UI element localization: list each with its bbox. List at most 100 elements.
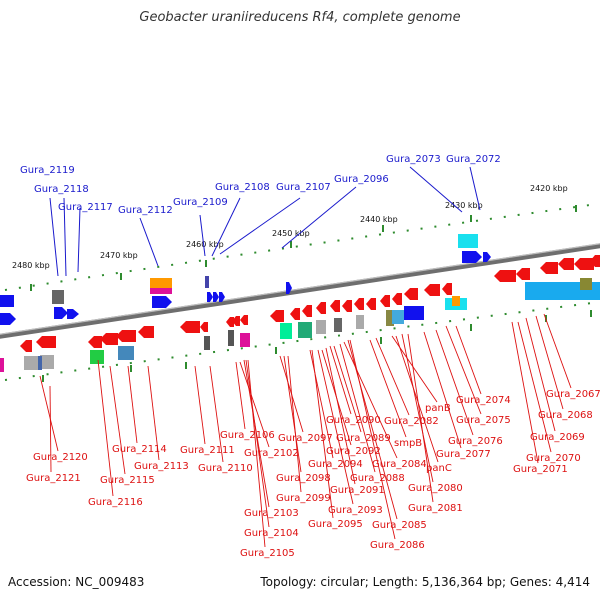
gene-leader-line (535, 315, 564, 410)
gene-leader-line (127, 365, 138, 444)
gene-feature-reverse (404, 288, 418, 300)
gene-leader-line (147, 365, 160, 461)
gene-feature-reverse (100, 333, 118, 345)
gene-leader-line (349, 339, 396, 540)
gene-feature-reverse (180, 321, 200, 333)
gene-feature-reverse (240, 315, 248, 325)
gene-feature-block (205, 276, 209, 288)
gene-leader-line (445, 325, 482, 415)
scale-tick-label: 2420 kbp (530, 184, 568, 193)
gene-leader-line (219, 197, 301, 255)
gene-feature-reverse (380, 295, 390, 307)
topology-text: Topology: circular; Length: 5,136,364 bp… (260, 575, 590, 589)
gene-leader-line (235, 361, 246, 430)
gene-feature-reverse (226, 317, 234, 327)
gene-leader-line (333, 345, 362, 433)
gene-feature-reverse (574, 258, 594, 270)
gene-feature-forward (54, 307, 68, 319)
gene-label: Gura_2096 (334, 174, 389, 185)
gene-label: Gura_2081 (408, 503, 463, 514)
gene-label: Gura_2111 (180, 445, 235, 456)
gene-label: Gura_2098 (276, 473, 331, 484)
gene-label: Gura_2121 (26, 473, 81, 484)
accession-text: Accession: NC_009483 (8, 575, 145, 589)
scale-tick-mark (380, 337, 382, 344)
gene-feature-reverse (424, 284, 440, 296)
gene-feature-reverse (442, 283, 452, 295)
gene-leader-line (281, 186, 357, 249)
gene-feature-block (386, 310, 394, 326)
gene-label: Gura_2074 (456, 395, 511, 406)
gene-leader-line (317, 349, 354, 505)
gene-leader-line (329, 345, 352, 415)
scale-tick-mark (120, 273, 122, 280)
gene-feature-forward (286, 282, 292, 294)
scale-tick-mark (205, 260, 207, 267)
gene-feature-reverse (20, 340, 32, 352)
gene-label: Gura_2075 (456, 415, 511, 426)
gene-feature-forward (483, 252, 491, 262)
gene-feature-reverse (270, 310, 284, 322)
gene-leader-line (423, 331, 462, 449)
figure-title: Geobacter uraniireducens Rf4, complete g… (139, 10, 461, 25)
gene-feature-block (240, 333, 250, 347)
gene-label: Gura_2120 (33, 452, 88, 463)
gene-label: Gura_2085 (372, 520, 427, 531)
gene-feature-forward (152, 296, 172, 308)
gene-label: Gura_2088 (350, 473, 405, 484)
gene-feature-reverse (494, 270, 516, 282)
gene-leader-line (247, 359, 266, 548)
gene-label: Gura_2107 (276, 182, 331, 193)
scale-tick-label: 2460 kbp (186, 240, 224, 249)
gene-feature-block (356, 315, 364, 329)
gene-leader-line (199, 214, 206, 257)
gene-label: Gura_2108 (215, 182, 270, 193)
gene-label: Gura_2072 (446, 154, 501, 165)
gene-label: Gura_2080 (408, 483, 463, 494)
gene-feature-reverse (200, 322, 208, 332)
gene-label: Gura_2095 (308, 519, 363, 530)
gene-label: Gura_2091 (330, 485, 385, 496)
gene-feature-reverse (330, 300, 340, 312)
gene-label: Gura_2099 (276, 493, 331, 504)
gene-label: Gura_2112 (118, 205, 173, 216)
scale-tick-mark (382, 225, 384, 232)
gene-label: Gura_2086 (370, 540, 425, 551)
gene-feature-reverse (138, 326, 154, 338)
gene-leader-line (63, 197, 67, 277)
gene-label: Gura_2114 (112, 444, 167, 455)
gene-leader-line (435, 329, 474, 436)
scale-tick-label: 2480 kbp (12, 261, 50, 270)
gene-feature-reverse (116, 330, 136, 342)
gene-label: Gura_2094 (308, 459, 363, 470)
gene-leader-line (339, 343, 376, 473)
gene-feature-block (0, 295, 14, 307)
gene-feature-block (52, 290, 64, 304)
genome-axis-highlight (0, 243, 600, 335)
gene-label: Gura_2110 (198, 463, 253, 474)
scale-tick-label: 2470 kbp (100, 251, 138, 260)
gene-feature-reverse (366, 298, 376, 310)
gene-label: Gura_2077 (436, 449, 491, 460)
gene-label: Gura_2070 (526, 453, 581, 464)
scale-tick-label: 2430 kbp (445, 201, 483, 210)
gene-leader-line (455, 325, 482, 395)
gene-leader-line (407, 333, 434, 503)
scale-tick-mark (470, 324, 472, 331)
gene-label: panC (426, 463, 452, 474)
gene-feature-block (334, 318, 342, 332)
gene-feature-block (118, 346, 134, 360)
scale-tick-mark (590, 310, 592, 317)
gene-label: Gura_2116 (88, 497, 143, 508)
gene-feature-forward (207, 292, 213, 302)
gene-label: Gura_2097 (278, 433, 333, 444)
gene-feature-forward (219, 292, 225, 302)
gene-feature-reverse (354, 298, 364, 310)
gene-label: Gura_2104 (244, 528, 299, 539)
gene-leader-line (139, 217, 159, 267)
gene-feature-reverse (558, 258, 574, 270)
gene-label: Gura_2103 (244, 508, 299, 519)
gene-feature-block (298, 322, 312, 338)
gene-leader-line (239, 361, 270, 448)
gene-label: Gura_2118 (34, 184, 89, 195)
